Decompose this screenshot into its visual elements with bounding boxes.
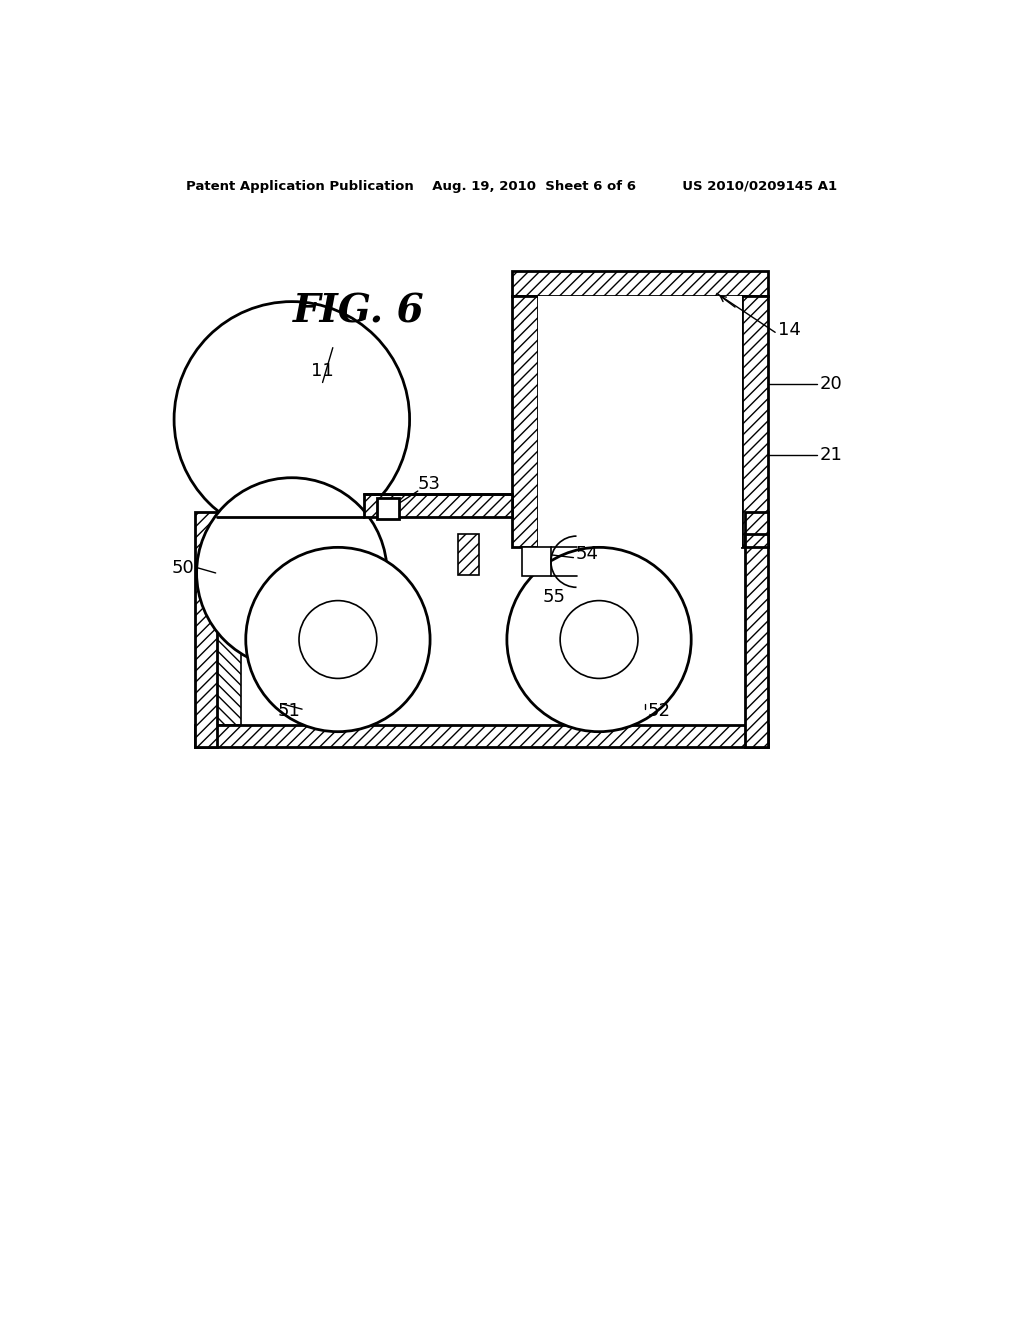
Polygon shape (377, 498, 399, 519)
Polygon shape (745, 535, 768, 548)
Polygon shape (742, 297, 768, 548)
Polygon shape (512, 271, 768, 297)
Polygon shape (538, 297, 742, 548)
Polygon shape (364, 494, 512, 516)
Polygon shape (512, 297, 538, 548)
Circle shape (197, 478, 387, 668)
Text: 20: 20 (819, 375, 842, 392)
Circle shape (560, 601, 638, 678)
Text: 11: 11 (311, 363, 334, 380)
Circle shape (246, 548, 430, 731)
Polygon shape (459, 535, 479, 576)
Circle shape (299, 601, 377, 678)
Polygon shape (745, 512, 768, 747)
Text: Patent Application Publication    Aug. 19, 2010  Sheet 6 of 6          US 2010/0: Patent Application Publication Aug. 19, … (186, 181, 838, 194)
Text: 55: 55 (543, 589, 565, 606)
Circle shape (174, 301, 410, 537)
Polygon shape (195, 725, 768, 747)
Text: 52: 52 (647, 702, 670, 721)
Text: FIG. 6: FIG. 6 (293, 293, 424, 331)
Polygon shape (217, 512, 241, 725)
Circle shape (507, 548, 691, 731)
Text: 14: 14 (778, 321, 801, 339)
Text: 51: 51 (278, 702, 300, 721)
Text: 50: 50 (172, 558, 195, 577)
Polygon shape (195, 512, 217, 747)
Polygon shape (522, 548, 551, 576)
Text: 54: 54 (575, 545, 598, 562)
Text: 21: 21 (819, 446, 842, 465)
Text: 53: 53 (418, 475, 440, 492)
